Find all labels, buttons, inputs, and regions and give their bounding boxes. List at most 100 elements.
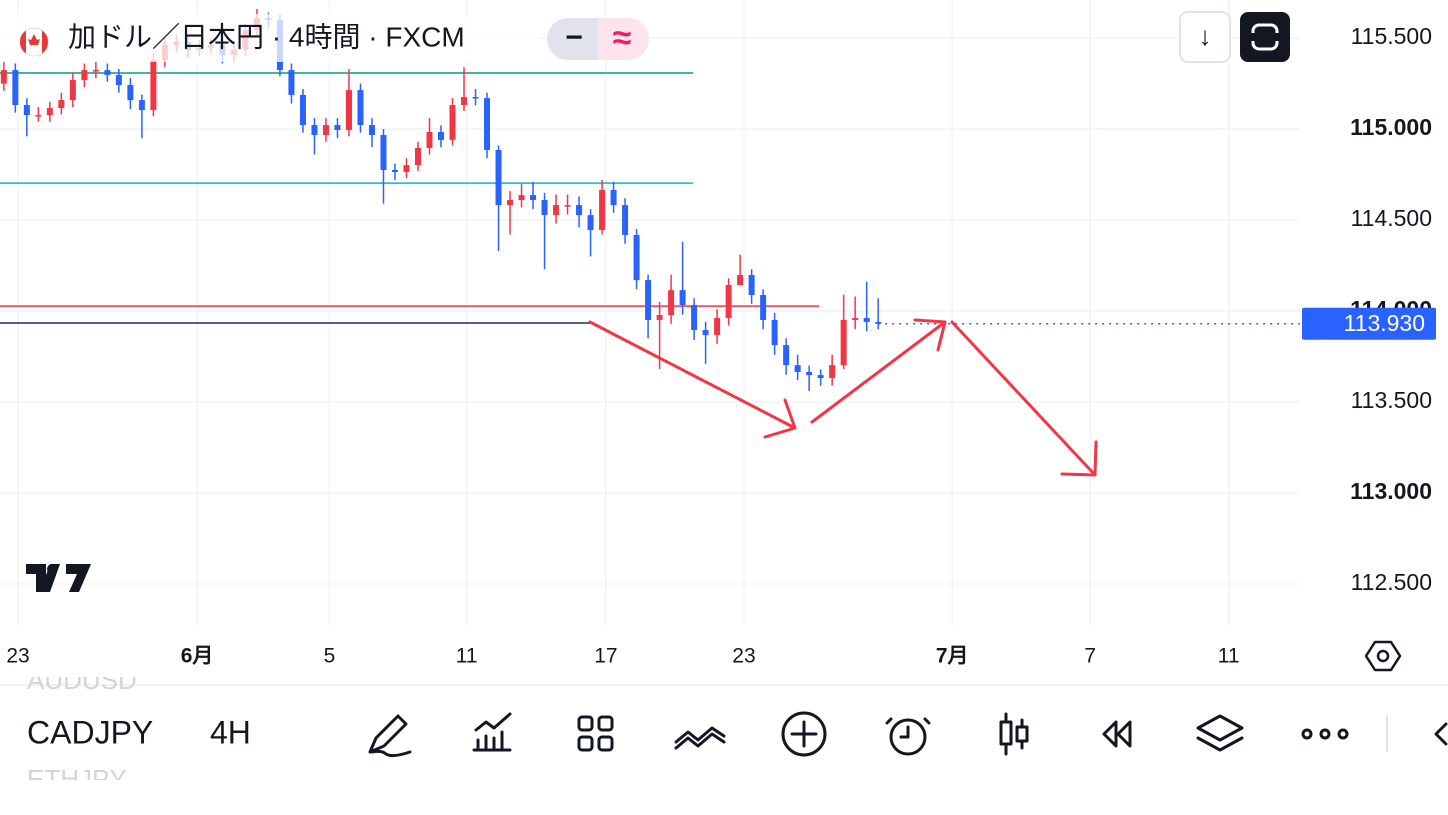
candle-body (679, 290, 686, 306)
marks-layer (0, 8, 1300, 392)
candle-body (725, 285, 732, 318)
chart-type-body2 (1015, 725, 1029, 743)
candle-body (127, 84, 134, 101)
x-tick-label: 11 (456, 645, 478, 668)
prev-symbol[interactable]: AUDUSD (27, 665, 137, 695)
candle-body (288, 70, 295, 96)
candle-body (115, 74, 122, 85)
x-tick-label: 5 (324, 645, 336, 668)
candle-body (69, 80, 76, 101)
candle-body (737, 275, 744, 286)
minus-button[interactable]: − (565, 21, 583, 54)
x-tick-label: 23 (732, 645, 755, 668)
add-icon (790, 720, 818, 748)
y-tick-label: 113.000 (1350, 478, 1432, 504)
candle-body (322, 125, 329, 136)
candle-body (622, 205, 629, 235)
chart-type-body (999, 720, 1013, 746)
candle-body (610, 190, 617, 206)
settings-button[interactable] (1364, 640, 1402, 672)
candle-body (829, 365, 836, 379)
x-tick-label: 6月 (181, 645, 214, 668)
wave-button[interactable]: ≈ (613, 19, 632, 57)
candle-body (426, 131, 433, 148)
candle-body (806, 372, 813, 376)
alert-button[interactable] (889, 718, 927, 756)
candle-body (748, 275, 755, 296)
draw-tool[interactable] (368, 714, 412, 758)
x-tick-label: 17 (594, 645, 617, 668)
candle-body (23, 105, 30, 116)
pill-right (598, 18, 649, 60)
candle-body (714, 317, 721, 336)
more[interactable] (1301, 728, 1349, 740)
candle-body (564, 205, 571, 207)
candle-body (541, 200, 548, 216)
candle-body (840, 319, 847, 366)
layouts[interactable] (577, 715, 614, 752)
candle-body (530, 195, 537, 201)
candle-body (461, 97, 468, 106)
candle-body (0, 70, 7, 84)
y-tick-label: 115.500 (1351, 23, 1432, 49)
x-tick-label: 7月 (936, 645, 969, 668)
candle-body (760, 295, 767, 320)
candle-body (35, 115, 42, 117)
last-price-label: 113.930 (1344, 310, 1425, 336)
candle-body (691, 305, 698, 330)
arrow-down-projection (950, 320, 1098, 477)
candle-body (104, 70, 111, 75)
candle-body (345, 90, 352, 130)
compare[interactable] (674, 726, 726, 750)
flag-detail (19, 30, 49, 54)
candle-body (518, 195, 525, 201)
interval[interactable]: 4H (210, 714, 251, 750)
y-tick-label: 114.500 (1351, 205, 1432, 231)
candle-body (403, 165, 410, 172)
candle-body (507, 200, 514, 206)
logo-dot (47, 564, 57, 574)
next-symbol[interactable]: ETHJPY (27, 764, 127, 794)
drawn-arrows (588, 318, 1098, 477)
candle-body (771, 319, 778, 346)
candle-body (368, 125, 375, 136)
logo-part (66, 564, 91, 592)
arrow-up (810, 318, 947, 424)
candle-body (702, 329, 709, 336)
add-button[interactable] (781, 711, 827, 757)
candle-body (92, 70, 99, 72)
candle-body (334, 125, 341, 130)
candle-body (645, 280, 652, 320)
symbol[interactable]: CADJPY (27, 714, 153, 750)
candle-body (794, 365, 801, 373)
candle-body (599, 190, 606, 231)
axis-layer: 236月51117237月711115.500115.000114.500114… (6, 23, 1436, 668)
download-button[interactable] (1179, 11, 1231, 63)
download-icon: ↓ (1199, 21, 1212, 51)
candle-body (668, 290, 675, 316)
candle-body (357, 90, 364, 126)
object-tree[interactable] (1196, 714, 1244, 752)
candle-body (863, 317, 870, 322)
y-tick-label: 115.000 (1350, 114, 1432, 140)
candle-body (553, 205, 560, 216)
collapse[interactable] (1434, 722, 1448, 746)
candle-body (817, 375, 824, 379)
candle-body (414, 147, 421, 166)
toolbar-icons (368, 711, 1448, 758)
last-price-box (1302, 307, 1436, 340)
fullscreen-icon-gap (1250, 33, 1280, 41)
candle-body (380, 135, 387, 170)
header-backdrop (0, 14, 540, 62)
indicators[interactable] (472, 712, 512, 752)
settings-dot (1376, 649, 1390, 663)
candle-body (852, 317, 859, 320)
x-tick-label: 11 (1218, 645, 1240, 668)
replay[interactable] (1102, 720, 1132, 748)
candle-body (449, 105, 456, 140)
candle-body (138, 100, 145, 111)
alert-icon (885, 717, 931, 739)
candle-body (58, 100, 65, 109)
y-tick-label: 112.500 (1351, 569, 1432, 595)
